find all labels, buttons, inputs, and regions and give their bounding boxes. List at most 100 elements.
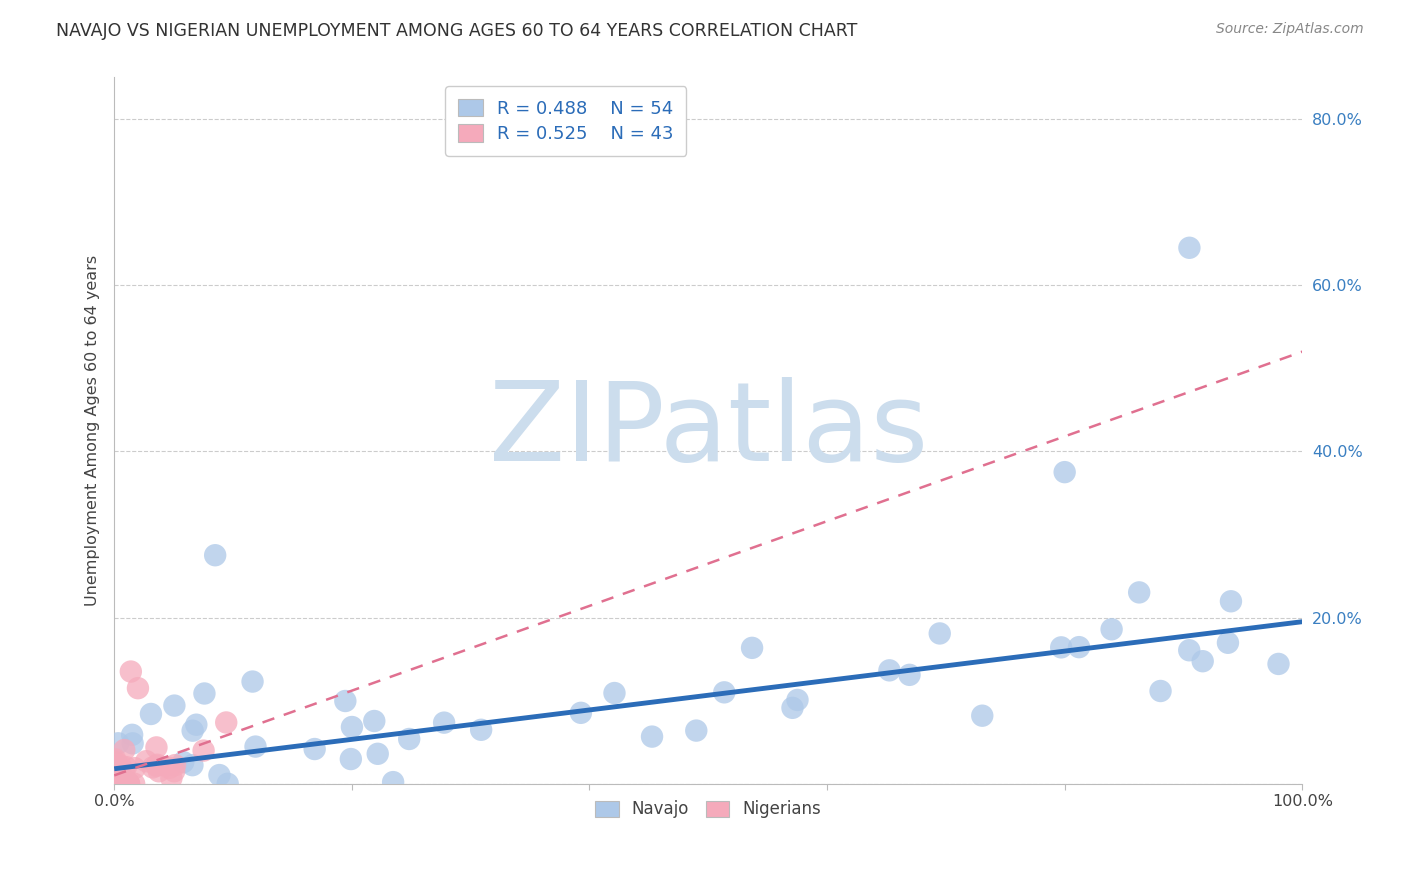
Point bbox=[107, 777, 129, 791]
Point bbox=[1216, 636, 1239, 650]
Point bbox=[105, 776, 128, 790]
Point bbox=[181, 723, 204, 738]
Point bbox=[105, 761, 128, 775]
Point bbox=[1053, 465, 1076, 479]
Text: NAVAJO VS NIGERIAN UNEMPLOYMENT AMONG AGES 60 TO 64 YEARS CORRELATION CHART: NAVAJO VS NIGERIAN UNEMPLOYMENT AMONG AG… bbox=[56, 22, 858, 40]
Point bbox=[104, 777, 127, 791]
Point bbox=[641, 730, 664, 744]
Point bbox=[186, 717, 208, 731]
Point bbox=[1128, 585, 1150, 599]
Point bbox=[172, 755, 194, 769]
Point bbox=[163, 698, 186, 713]
Point bbox=[115, 760, 138, 774]
Point bbox=[1178, 241, 1201, 255]
Legend: Navajo, Nigerians: Navajo, Nigerians bbox=[589, 794, 828, 825]
Point bbox=[104, 772, 127, 787]
Point bbox=[204, 548, 226, 562]
Point bbox=[104, 755, 127, 769]
Point bbox=[217, 777, 239, 791]
Point bbox=[103, 777, 125, 791]
Point bbox=[972, 708, 994, 723]
Point bbox=[470, 723, 492, 737]
Point bbox=[1219, 594, 1241, 608]
Point bbox=[335, 694, 357, 708]
Point bbox=[118, 777, 141, 791]
Point bbox=[104, 777, 127, 791]
Point bbox=[1178, 643, 1201, 657]
Point bbox=[112, 743, 135, 757]
Point bbox=[569, 706, 592, 720]
Point bbox=[107, 777, 129, 791]
Point bbox=[363, 714, 385, 728]
Point bbox=[1267, 657, 1289, 671]
Point bbox=[782, 701, 804, 715]
Point bbox=[304, 742, 326, 756]
Point bbox=[193, 686, 215, 700]
Point bbox=[148, 764, 170, 779]
Point bbox=[145, 740, 167, 755]
Point bbox=[928, 626, 950, 640]
Y-axis label: Unemployment Among Ages 60 to 64 years: Unemployment Among Ages 60 to 64 years bbox=[86, 255, 100, 607]
Point bbox=[142, 760, 165, 774]
Point bbox=[193, 743, 215, 757]
Point bbox=[107, 758, 129, 772]
Point bbox=[103, 777, 125, 791]
Point bbox=[107, 736, 129, 750]
Text: ZIPatlas: ZIPatlas bbox=[489, 377, 928, 484]
Point bbox=[145, 759, 167, 773]
Point bbox=[121, 728, 143, 742]
Point bbox=[713, 685, 735, 699]
Point bbox=[122, 777, 145, 791]
Point bbox=[107, 766, 129, 780]
Point bbox=[208, 768, 231, 782]
Point bbox=[112, 764, 135, 778]
Point bbox=[1067, 640, 1090, 654]
Point bbox=[163, 758, 186, 772]
Point bbox=[181, 758, 204, 772]
Point bbox=[115, 774, 138, 789]
Point bbox=[157, 761, 180, 775]
Point bbox=[121, 736, 143, 750]
Point bbox=[117, 777, 139, 791]
Point bbox=[898, 668, 921, 682]
Point bbox=[163, 764, 186, 779]
Point bbox=[786, 693, 808, 707]
Point bbox=[124, 761, 146, 775]
Point bbox=[105, 777, 128, 791]
Point bbox=[1149, 684, 1171, 698]
Point bbox=[367, 747, 389, 761]
Point bbox=[160, 771, 183, 785]
Point bbox=[741, 640, 763, 655]
Point bbox=[118, 777, 141, 791]
Point bbox=[103, 777, 125, 791]
Point bbox=[245, 739, 267, 754]
Point bbox=[1191, 654, 1213, 668]
Point bbox=[139, 706, 162, 721]
Point bbox=[103, 777, 125, 791]
Point bbox=[685, 723, 707, 738]
Point bbox=[120, 665, 142, 679]
Point bbox=[340, 752, 363, 766]
Point bbox=[104, 752, 127, 766]
Point bbox=[115, 777, 138, 791]
Point bbox=[146, 757, 169, 772]
Point bbox=[1050, 640, 1073, 655]
Point bbox=[340, 720, 363, 734]
Point bbox=[433, 715, 456, 730]
Point bbox=[135, 754, 157, 768]
Point bbox=[127, 681, 149, 695]
Point bbox=[382, 775, 405, 789]
Point bbox=[115, 776, 138, 790]
Point bbox=[603, 686, 626, 700]
Text: Source: ZipAtlas.com: Source: ZipAtlas.com bbox=[1216, 22, 1364, 37]
Point bbox=[108, 761, 131, 775]
Point bbox=[118, 777, 141, 791]
Point bbox=[1101, 622, 1123, 636]
Point bbox=[398, 731, 420, 746]
Point bbox=[103, 767, 125, 781]
Point bbox=[108, 758, 131, 772]
Point bbox=[879, 664, 901, 678]
Point bbox=[104, 775, 127, 789]
Point bbox=[104, 777, 127, 791]
Point bbox=[215, 715, 238, 730]
